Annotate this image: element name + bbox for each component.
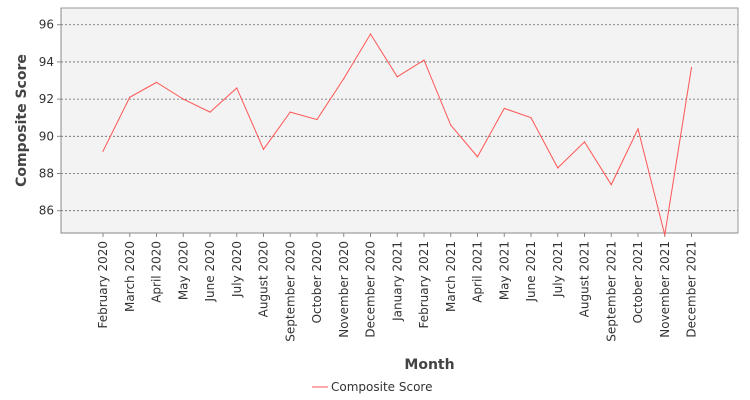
x-tick-label: January 2021: [390, 241, 404, 322]
data-point: [557, 167, 559, 169]
x-tick-label: April 2021: [471, 241, 485, 303]
x-tick-label: June 2020: [203, 241, 217, 303]
x-tick-label: July 2020: [230, 241, 244, 298]
x-tick-label: April 2020: [150, 241, 164, 303]
x-tick-label: May 2020: [176, 241, 190, 300]
data-point: [450, 124, 452, 126]
y-tick-label: 96: [39, 18, 54, 32]
data-point: [262, 148, 265, 150]
x-tick-label: December 2020: [364, 241, 378, 338]
x-tick-label: November 2021: [658, 241, 672, 338]
x-tick-label: February 2020: [96, 241, 110, 329]
data-point: [583, 141, 586, 143]
x-axis: February 2020 March 2020 April 2020 May 202…: [61, 232, 738, 342]
x-tick-label: August 2021: [578, 241, 592, 317]
legend: Composite Score: [312, 380, 432, 394]
x-tick-label: March 2021: [444, 241, 458, 312]
data-point: [182, 98, 184, 100]
data-point: [343, 78, 345, 80]
data-point: [530, 117, 532, 119]
gridlines: [61, 24, 738, 212]
data-point: [637, 128, 639, 130]
data-point: [316, 118, 318, 121]
x-tick-label: June 2021: [524, 241, 538, 303]
data-point: [610, 184, 612, 186]
y-tick-label: 90: [39, 129, 54, 143]
x-axis-title: Month: [404, 357, 454, 373]
x-tick-label: September 2020: [283, 241, 297, 342]
data-point: [476, 156, 479, 158]
data-point: [102, 150, 104, 152]
x-tick-label: October 2021: [631, 241, 645, 323]
y-tick-label: 86: [39, 204, 54, 218]
y-axis: 86 88 90 92 94 96: [39, 8, 62, 233]
data-point: [396, 76, 398, 78]
x-tick-label: May 2021: [497, 241, 511, 300]
data-point: [236, 87, 238, 89]
data-point: [155, 81, 158, 83]
x-tick-label: October 2020: [310, 241, 324, 323]
x-tick-label: March 2020: [123, 241, 137, 312]
data-point: [503, 107, 505, 110]
y-tick-label: 94: [39, 55, 54, 69]
x-tick-label: February 2021: [417, 241, 431, 329]
legend-label: Composite Score: [331, 380, 432, 394]
x-tick-label: August 2020: [257, 241, 271, 317]
series-group: [102, 33, 693, 236]
x-tick-label: December 2021: [685, 241, 699, 338]
data-point: [423, 59, 425, 61]
y-tick-label: 92: [39, 92, 54, 106]
data-point: [690, 66, 693, 69]
data-point: [369, 33, 372, 35]
plot-area: [60, 7, 739, 234]
y-tick-label: 88: [39, 166, 54, 180]
y-axis-title: Composite Score: [14, 54, 30, 187]
data-point: [129, 96, 131, 98]
data-point: [209, 111, 211, 113]
x-tick-label: July 2021: [551, 241, 565, 298]
data-point: [289, 111, 291, 113]
x-tick-label: September 2021: [604, 241, 618, 342]
x-tick-label: November 2020: [337, 241, 351, 338]
data-point: [664, 234, 666, 236]
